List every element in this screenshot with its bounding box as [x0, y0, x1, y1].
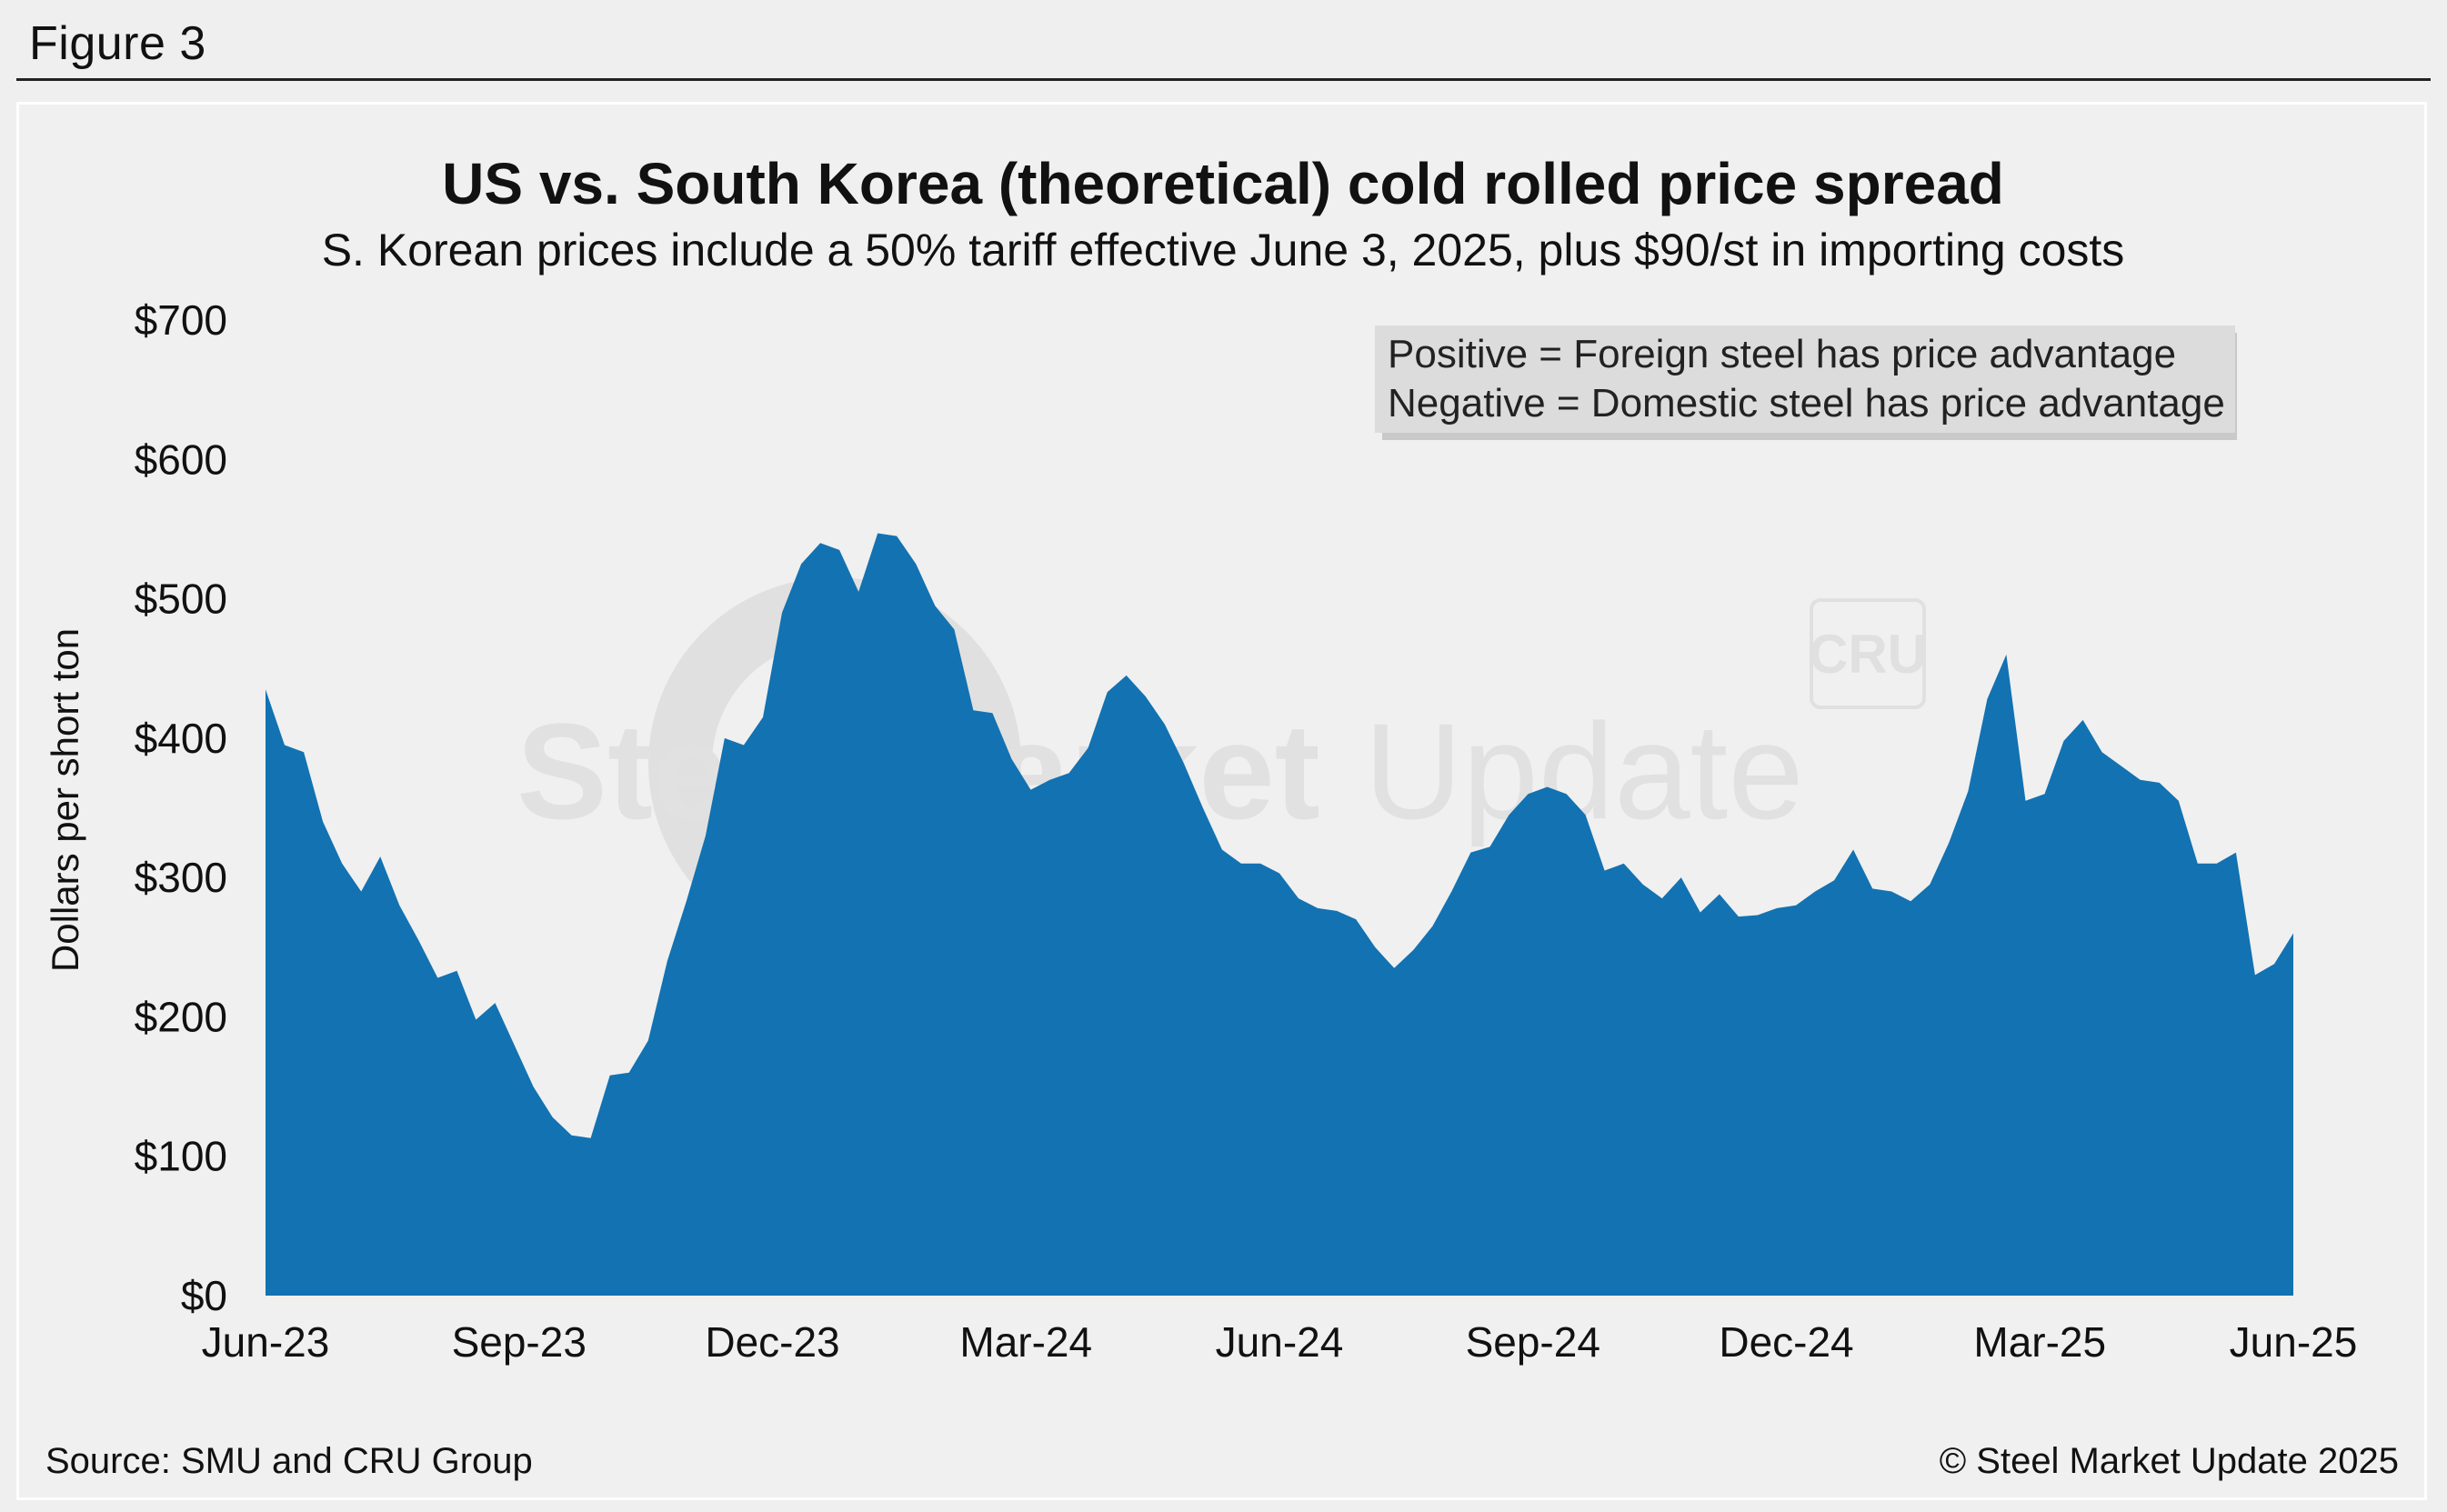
note-box: Positive = Foreign steel has price advan…: [1375, 325, 2237, 440]
x-tick-label: Jun-23: [202, 1318, 330, 1366]
y-tick-label: $400: [135, 715, 227, 762]
y-axis-ticks: $0 $100 $200 $300 $400 $500 $600 $700: [135, 296, 227, 1319]
watermark-badge: CRU: [1809, 624, 1927, 685]
x-tick-label: Jun-25: [2230, 1318, 2358, 1366]
x-tick-label: Mar-25: [1973, 1318, 2106, 1366]
note-positive: Positive = Foreign steel has price advan…: [1388, 332, 2176, 376]
x-tick-label: Mar-24: [959, 1318, 1092, 1366]
x-tick-label: Dec-24: [1719, 1318, 1853, 1366]
y-tick-label: $100: [135, 1133, 227, 1180]
copyright-note: © Steel Market Update 2025: [1940, 1441, 2399, 1481]
y-tick-label: $200: [135, 993, 227, 1040]
y-tick-label: $0: [181, 1272, 227, 1319]
x-tick-label: Sep-24: [1466, 1318, 1600, 1366]
watermark-badge-box: [1810, 598, 1926, 709]
y-tick-label: $300: [135, 854, 227, 901]
x-tick-label: Dec-23: [705, 1318, 839, 1366]
source-note: Source: SMU and CRU Group: [45, 1441, 533, 1481]
y-tick-label: $600: [135, 436, 227, 483]
x-tick-label: Jun-24: [1216, 1318, 1344, 1366]
figure-label: Figure 3: [29, 17, 206, 70]
y-axis-title: Dollars per short ton: [44, 628, 86, 972]
note-negative: Negative = Domestic steel has price adva…: [1388, 381, 2225, 426]
x-tick-label: Sep-23: [452, 1318, 587, 1366]
note-box-bg: [1375, 325, 2235, 433]
chart-subtitle: S. Korean prices include a 50% tariff ef…: [322, 225, 2125, 275]
y-tick-label: $500: [135, 576, 227, 623]
chart-title: US vs. South Korea (theoretical) cold ro…: [442, 151, 2004, 216]
figure-rule: [16, 78, 2431, 81]
x-axis-ticks: Jun-23 Sep-23 Dec-23 Mar-24 Jun-24 Sep-24 Dec-…: [202, 1318, 2358, 1366]
area-series-price-spread: [266, 533, 2293, 1296]
y-tick-label: $700: [135, 296, 227, 344]
